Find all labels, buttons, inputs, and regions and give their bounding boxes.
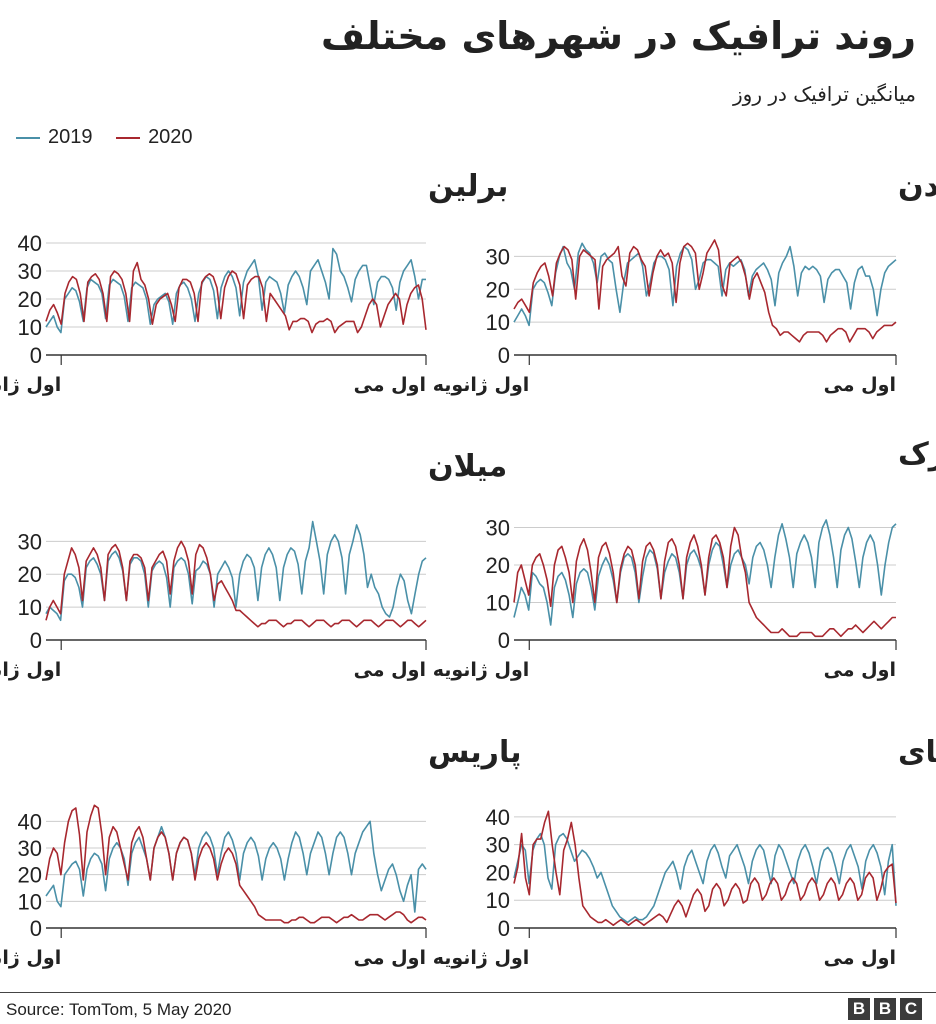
y-tick-label: 30 — [18, 529, 42, 554]
panel-title: پاریس — [428, 735, 521, 770]
y-tick-label: 30 — [486, 516, 510, 541]
y-tick-label: 20 — [486, 553, 510, 578]
series-line-2020 — [45, 261, 427, 334]
series-line-2019 — [45, 820, 427, 913]
bbc-logo-letter: C — [900, 998, 922, 1020]
bbc-logo-letter: B — [874, 998, 896, 1020]
y-tick-label: 0 — [30, 916, 42, 941]
x-tick-label: اول ژانویه — [0, 947, 61, 969]
chart-panel: میلان 0 10 20 30 اول ژانویه اول می — [0, 449, 507, 681]
footer-divider — [0, 992, 936, 993]
y-tick-label: 40 — [18, 809, 42, 834]
series-line-2020 — [513, 526, 896, 638]
series-line-2020 — [513, 810, 897, 927]
panel-title: میلان — [428, 449, 507, 484]
legend-label-2019: 2019 — [48, 126, 93, 148]
x-tick-label: اول می — [824, 659, 896, 681]
y-tick-label: 40 — [18, 231, 42, 256]
panel-title: برلین — [428, 169, 508, 204]
y-tick-label: 0 — [498, 916, 510, 941]
series-line-2019 — [513, 519, 897, 626]
x-tick-label: اول می — [824, 947, 896, 969]
x-tick-label: اول می — [354, 659, 426, 681]
series-line-2020 — [513, 239, 897, 343]
chart-panel: نیویورک 0 10 20 30 اول ژانویه اول می — [433, 437, 936, 681]
series-line-2019 — [45, 520, 427, 622]
x-tick-label: اول ژانویه — [433, 947, 530, 969]
x-tick-label: اول می — [354, 947, 426, 969]
x-tick-label: اول می — [824, 374, 896, 396]
y-tick-label: 20 — [18, 287, 42, 312]
y-tick-label: 0 — [30, 628, 42, 653]
legend-item-2020: 2020 — [116, 126, 193, 149]
legend-swatch-2020 — [116, 136, 141, 139]
y-tick-label: 30 — [18, 836, 42, 861]
y-tick-label: 20 — [18, 863, 42, 888]
legend-swatch-2019 — [16, 136, 40, 139]
panel-title: نیویورک — [898, 437, 936, 472]
series-line-2020 — [45, 804, 427, 924]
y-tick-label: 10 — [486, 888, 510, 913]
y-tick-label: 10 — [486, 591, 510, 616]
chart-panel: برلین 0 10 20 30 40 اول ژانویه اول می — [0, 169, 508, 396]
y-tick-label: 30 — [486, 244, 510, 269]
series-line-2019 — [513, 242, 897, 327]
x-tick-label: اول ژانویه — [0, 659, 61, 681]
x-tick-label: اول ژانویه — [433, 374, 530, 396]
y-tick-label: 10 — [18, 595, 42, 620]
source-note: Source: TomTom, 5 May 2020 — [6, 1000, 232, 1019]
legend-item-2019: 2019 — [16, 126, 93, 149]
x-tick-label: اول ژانویه — [0, 374, 61, 396]
y-tick-label: 20 — [486, 277, 510, 302]
y-tick-label: 10 — [486, 310, 510, 335]
chart-title: روند ترافیک در شهرهای مختلف — [321, 14, 916, 58]
y-tick-label: 30 — [18, 259, 42, 284]
legend: 2019 2020 — [16, 126, 211, 149]
series-line-2020 — [45, 540, 427, 628]
y-tick-label: 0 — [498, 628, 510, 653]
bbc-logo-letter: B — [848, 998, 870, 1020]
y-tick-label: 0 — [498, 343, 510, 368]
y-tick-label: 10 — [18, 889, 42, 914]
y-tick-label: 0 — [30, 343, 42, 368]
y-tick-label: 30 — [486, 833, 510, 858]
x-tick-label: اول ژانویه — [433, 659, 530, 681]
y-tick-label: 40 — [486, 805, 510, 830]
chart-panel: لندن 0 10 20 30 اول ژانویه اول می — [433, 169, 936, 396]
series-line-2019 — [513, 832, 897, 924]
panel-title: لندن — [898, 169, 936, 204]
y-tick-label: 20 — [18, 562, 42, 587]
panel-title: شانگهای — [898, 734, 936, 770]
legend-label-2020: 2020 — [148, 126, 193, 148]
y-tick-label: 10 — [18, 315, 42, 340]
chart-subtitle: میانگین ترافیک در روز — [733, 82, 916, 106]
y-tick-label: 20 — [486, 860, 510, 885]
x-tick-label: اول می — [354, 374, 426, 396]
